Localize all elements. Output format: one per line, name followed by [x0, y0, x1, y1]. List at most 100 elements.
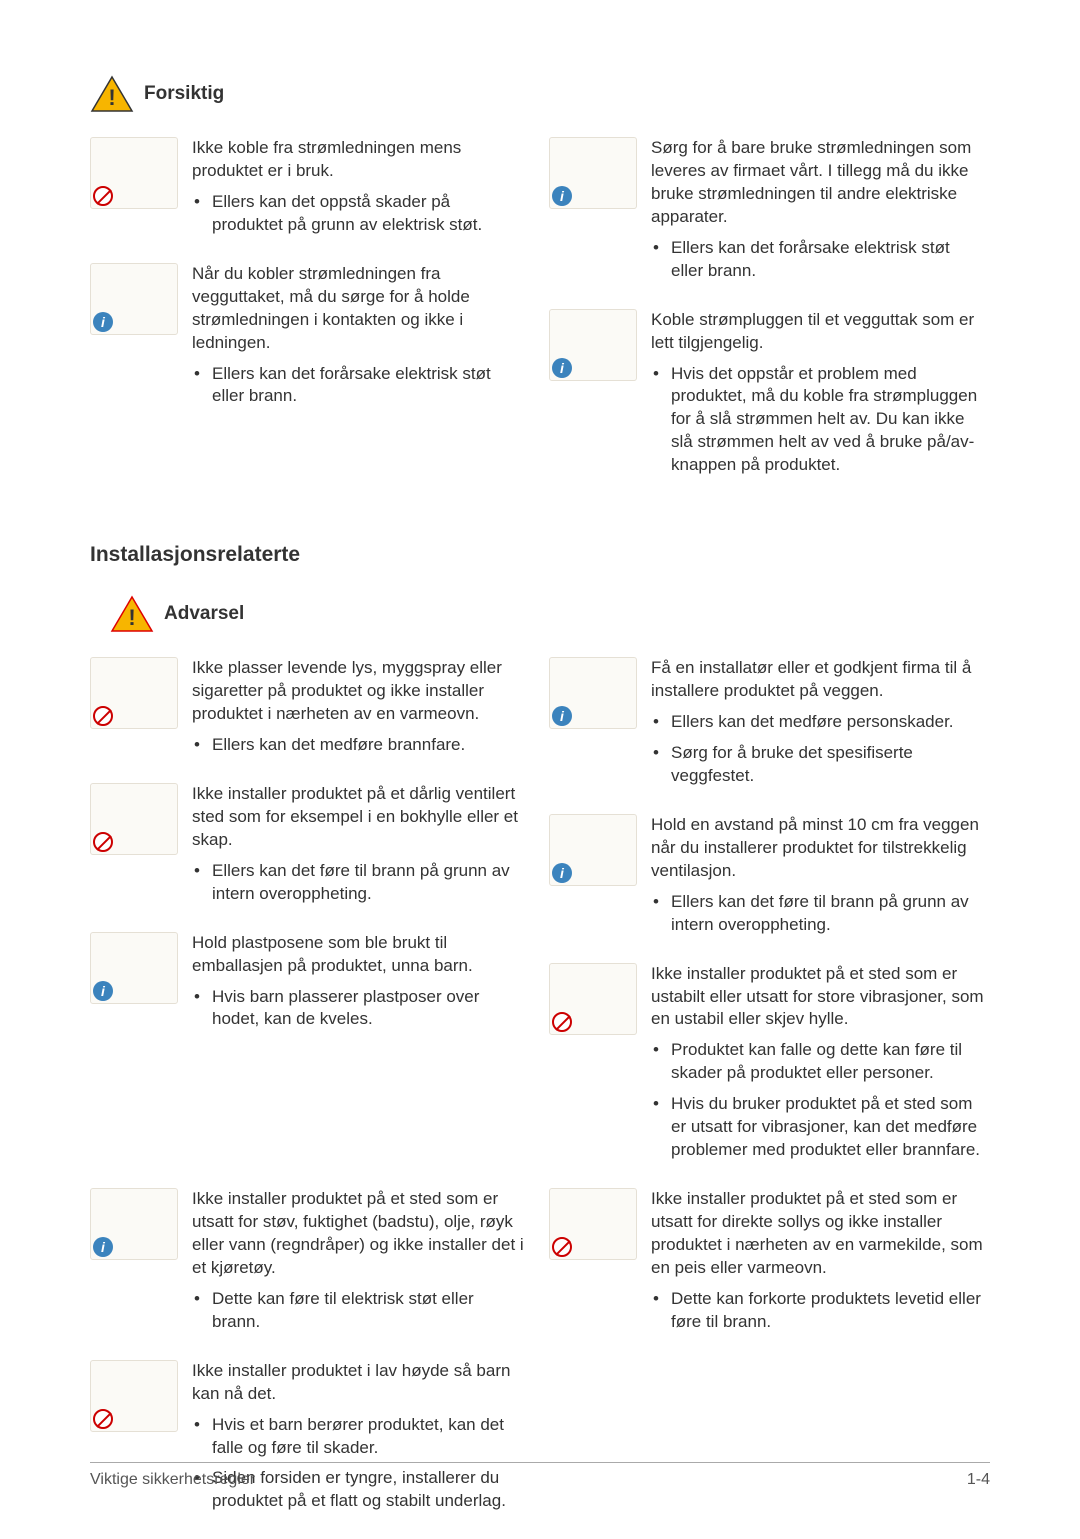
caution-heading: ! Forsiktig [90, 75, 990, 113]
safety-pictogram [90, 932, 178, 1004]
bullet: Hvis det oppstår et problem med produkte… [671, 363, 984, 478]
lead-text: Hold plastposene som ble brukt til embal… [192, 932, 525, 978]
section-title-install: Installasjonsrelaterte [90, 543, 990, 567]
safety-pictogram [90, 783, 178, 855]
safety-item: Når du kobler strømledningen fra veggutt… [90, 263, 531, 417]
info-icon [93, 981, 113, 1001]
info-icon [552, 863, 572, 883]
bullet-list: Ellers kan det forårsake elektrisk støt … [651, 237, 984, 283]
safety-pictogram [549, 963, 637, 1035]
safety-pictogram [90, 263, 178, 335]
bullet: Ellers kan det forårsake elektrisk støt … [212, 363, 525, 409]
safety-pictogram [90, 137, 178, 209]
safety-item: Hold plastposene som ble brukt til embal… [90, 932, 531, 1040]
bullet-list: Hvis det oppstår et problem med produkte… [651, 363, 984, 478]
lead-text: Få en installatør eller et godkjent firm… [651, 657, 984, 703]
bullet: Ellers kan det føre til brann på grunn a… [212, 860, 525, 906]
prohibit-icon [93, 706, 113, 726]
info-icon [552, 186, 572, 206]
safety-pictogram [549, 1188, 637, 1260]
safety-item: Ikke installer produktet på et sted som … [90, 1188, 531, 1342]
warning-label: Advarsel [164, 603, 244, 625]
icon-col [90, 657, 178, 765]
icon-col [90, 932, 178, 1040]
bullet: Ellers kan det medføre brannfare. [212, 734, 525, 757]
text-col: Ikke koble fra strømledningen mens produ… [192, 137, 531, 245]
icon-col [90, 1188, 178, 1342]
safety-item: Sørg for å bare bruke strømledningen som… [549, 137, 990, 291]
warning-heading: ! Advarsel [110, 595, 990, 633]
bullet-list: Ellers kan det medføre personskader. Sørg… [651, 711, 984, 788]
bullet-list: Ellers kan det medføre brannfare. [192, 734, 525, 757]
icon-col [90, 1360, 178, 1522]
text-col: Når du kobler strømledningen fra veggutt… [192, 263, 531, 417]
lead-text: Koble strømpluggen til et vegguttak som … [651, 309, 984, 355]
icon-col [549, 963, 637, 1171]
col-left: Ikke koble fra strømledningen mens produ… [90, 137, 531, 503]
svg-text:!: ! [108, 85, 115, 110]
bullet-list: Produktet kan falle og dette kan føre ti… [651, 1039, 984, 1162]
prohibit-icon [552, 1012, 572, 1032]
bullet: Ellers kan det oppstå skader på produkte… [212, 191, 525, 237]
safety-item: Ikke installer produktet på et sted som … [549, 1188, 990, 1342]
icon-col [90, 137, 178, 245]
bullet-list: Dette kan føre til elektrisk støt eller … [192, 1288, 525, 1334]
text-col: Hold en avstand på minst 10 cm fra vegge… [651, 814, 990, 945]
icon-col [90, 263, 178, 417]
bullet-list: Dette kan forkorte produktets levetid el… [651, 1288, 984, 1334]
lead-text: Sørg for å bare bruke strømledningen som… [651, 137, 984, 229]
lead-text: Ikke installer produktet i lav høyde så … [192, 1360, 525, 1406]
bullet-list: Ellers kan det føre til brann på grunn a… [192, 860, 525, 906]
safety-pictogram [549, 137, 637, 209]
bullet: Hvis barn plasserer plastposer over hode… [212, 986, 525, 1032]
safety-pictogram [90, 657, 178, 729]
bullet: Dette kan forkorte produktets levetid el… [671, 1288, 984, 1334]
safety-item: Ikke installer produktet i lav høyde så … [90, 1360, 531, 1522]
safety-pictogram [549, 657, 637, 729]
lead-text: Ikke installer produktet på et sted som … [651, 1188, 984, 1280]
safety-item: Ikke koble fra strømledningen mens produ… [90, 137, 531, 245]
advarsel-content-1: Ikke plasser levende lys, myggspray elle… [90, 657, 990, 1188]
prohibit-icon [552, 1237, 572, 1257]
safety-pictogram [549, 309, 637, 381]
bullet-list: Ellers kan det oppstå skader på produkte… [192, 191, 525, 237]
lead-text: Ikke installer produktet på et dårlig ve… [192, 783, 525, 852]
footer-right: 1-4 [967, 1471, 990, 1489]
safety-item: Få en installatør eller et godkjent firm… [549, 657, 990, 796]
lead-text: Ikke installer produktet på et sted som … [651, 963, 984, 1032]
bullet: Ellers kan det medføre personskader. [671, 711, 984, 734]
text-col: Ikke installer produktet på et dårlig ve… [192, 783, 531, 914]
text-col: Ikke plasser levende lys, myggspray elle… [192, 657, 531, 765]
bullet: Hvis du bruker produktet på et sted som … [671, 1093, 984, 1162]
bullet: Hvis et barn berører produktet, kan det … [212, 1414, 525, 1460]
lead-text: Ikke koble fra strømledningen mens produ… [192, 137, 525, 183]
safety-item: Ikke plasser levende lys, myggspray elle… [90, 657, 531, 765]
safety-pictogram [549, 814, 637, 886]
bullet: Sørg for å bruke det spesifiserte veggfe… [671, 742, 984, 788]
page-footer: Viktige sikkerhetsregler 1-4 [90, 1462, 990, 1489]
bullet-list: Ellers kan det føre til brann på grunn a… [651, 891, 984, 937]
bullet: Dette kan føre til elektrisk støt eller … [212, 1288, 525, 1334]
safety-pictogram [90, 1188, 178, 1260]
lead-text: Når du kobler strømledningen fra veggutt… [192, 263, 525, 355]
text-col: Ikke installer produktet på et sted som … [651, 963, 990, 1171]
bullet: Produktet kan falle og dette kan føre ti… [671, 1039, 984, 1085]
col-left: Ikke plasser levende lys, myggspray elle… [90, 657, 531, 1188]
icon-col [549, 814, 637, 945]
bullet: Ellers kan det forårsake elektrisk støt … [671, 237, 984, 283]
lead-text: Hold en avstand på minst 10 cm fra vegge… [651, 814, 984, 883]
icon-col [549, 137, 637, 291]
text-col: Sørg for å bare bruke strømledningen som… [651, 137, 990, 291]
lead-text: Ikke installer produktet på et sted som … [192, 1188, 525, 1280]
text-col: Ikke installer produktet på et sted som … [651, 1188, 990, 1342]
icon-col [549, 1188, 637, 1342]
forsiktig-content: Ikke koble fra strømledningen mens produ… [90, 137, 990, 503]
icon-col [90, 783, 178, 914]
bullet: Ellers kan det føre til brann på grunn a… [671, 891, 984, 937]
bullet-list: Ellers kan det forårsake elektrisk støt … [192, 363, 525, 409]
text-col: Koble strømpluggen til et vegguttak som … [651, 309, 990, 486]
col-right: Sørg for å bare bruke strømledningen som… [549, 137, 990, 503]
safety-item: Ikke installer produktet på et sted som … [549, 963, 990, 1171]
safety-item: Hold en avstand på minst 10 cm fra vegge… [549, 814, 990, 945]
col-right: Få en installatør eller et godkjent firm… [549, 657, 990, 1188]
